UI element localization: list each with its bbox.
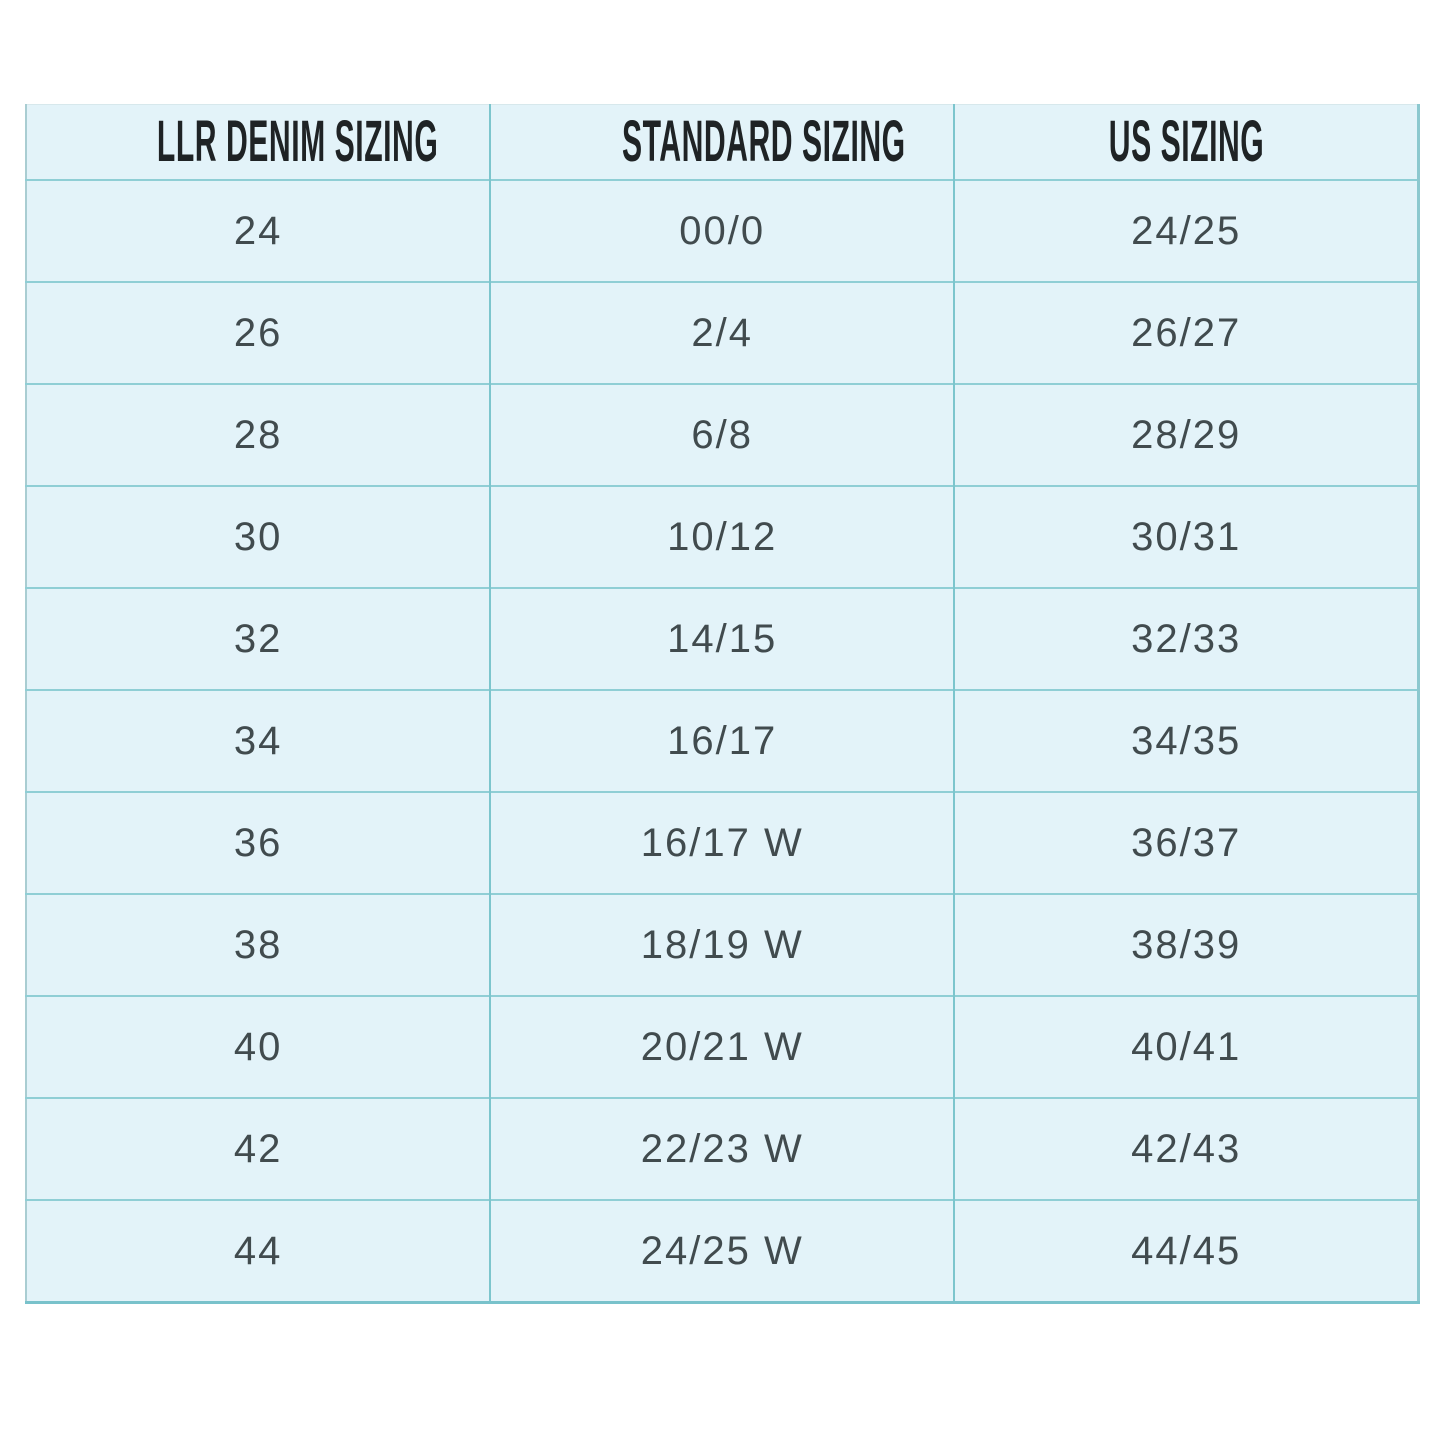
- table-cell-standard-size: 14/15: [489, 587, 955, 690]
- column-header-label: US SIZING: [1108, 109, 1264, 174]
- table-cell-llr-size: 24: [26, 179, 491, 282]
- table-row: 42 22/23 W 42/43: [26, 1097, 1419, 1200]
- table-cell-us-size: 28/29: [953, 383, 1419, 486]
- table-cell-llr-size: 36: [26, 791, 491, 894]
- table-cell-us-size: 26/27: [953, 281, 1419, 384]
- column-header-label: LLR DENIM SIZING: [156, 109, 439, 174]
- table-cell-us-size: 24/25: [953, 179, 1419, 282]
- table-row: 36 16/17 W 36/37: [26, 791, 1419, 894]
- denim-sizing-table: LLR DENIM SIZING STANDARD SIZING US SIZI…: [25, 104, 1420, 1304]
- table-cell-standard-size: 20/21 W: [489, 995, 955, 1098]
- table-row: 32 14/15 32/33: [26, 587, 1419, 690]
- table-cell-standard-size: 00/0: [489, 179, 955, 282]
- table-row: 34 16/17 34/35: [26, 689, 1419, 792]
- table-header-row: LLR DENIM SIZING STANDARD SIZING US SIZI…: [26, 104, 1419, 181]
- table-row: 28 6/8 28/29: [26, 383, 1419, 486]
- table-cell-us-size: 36/37: [953, 791, 1419, 894]
- table-cell-standard-size: 2/4: [489, 281, 955, 384]
- table-row: 44 24/25 W 44/45: [26, 1199, 1419, 1303]
- table-cell-llr-size: 42: [26, 1097, 491, 1200]
- table-cell-standard-size: 22/23 W: [489, 1097, 955, 1200]
- column-header-llr-denim-sizing: LLR DENIM SIZING: [26, 105, 490, 181]
- table-cell-us-size: 32/33: [953, 587, 1419, 690]
- table-cell-llr-size: 44: [26, 1199, 491, 1303]
- table-row: 30 10/12 30/31: [26, 485, 1419, 588]
- table-cell-standard-size: 6/8: [489, 383, 955, 486]
- table-cell-us-size: 30/31: [953, 485, 1419, 588]
- table-cell-llr-size: 34: [26, 689, 491, 792]
- table-cell-llr-size: 30: [26, 485, 491, 588]
- table-cell-us-size: 44/45: [953, 1199, 1419, 1303]
- table-cell-llr-size: 32: [26, 587, 491, 690]
- table-cell-llr-size: 40: [26, 995, 491, 1098]
- table-row: 26 2/4 26/27: [26, 281, 1419, 384]
- table-cell-standard-size: 18/19 W: [489, 893, 955, 996]
- table-cell-standard-size: 24/25 W: [489, 1199, 955, 1303]
- table-cell-us-size: 34/35: [953, 689, 1419, 792]
- table-body: 24 00/0 24/25 26 2/4 26/27 28 6/8 28/29 …: [26, 179, 1419, 1303]
- table-cell-llr-size: 26: [26, 281, 491, 384]
- column-header-label: STANDARD SIZING: [622, 109, 906, 174]
- table-cell-us-size: 42/43: [953, 1097, 1419, 1200]
- table-cell-standard-size: 16/17: [489, 689, 955, 792]
- table-cell-standard-size: 10/12: [489, 485, 955, 588]
- table-row: 38 18/19 W 38/39: [26, 893, 1419, 996]
- column-header-us-sizing: US SIZING: [953, 104, 1419, 180]
- table-cell-us-size: 40/41: [953, 995, 1419, 1098]
- table-cell-llr-size: 28: [26, 383, 491, 486]
- table-cell-us-size: 38/39: [953, 893, 1419, 996]
- table-row: 24 00/0 24/25: [26, 179, 1419, 282]
- table-cell-llr-size: 38: [26, 893, 491, 996]
- table-cell-standard-size: 16/17 W: [489, 791, 955, 894]
- column-header-standard-sizing: STANDARD SIZING: [489, 104, 955, 180]
- table-row: 40 20/21 W 40/41: [26, 995, 1419, 1098]
